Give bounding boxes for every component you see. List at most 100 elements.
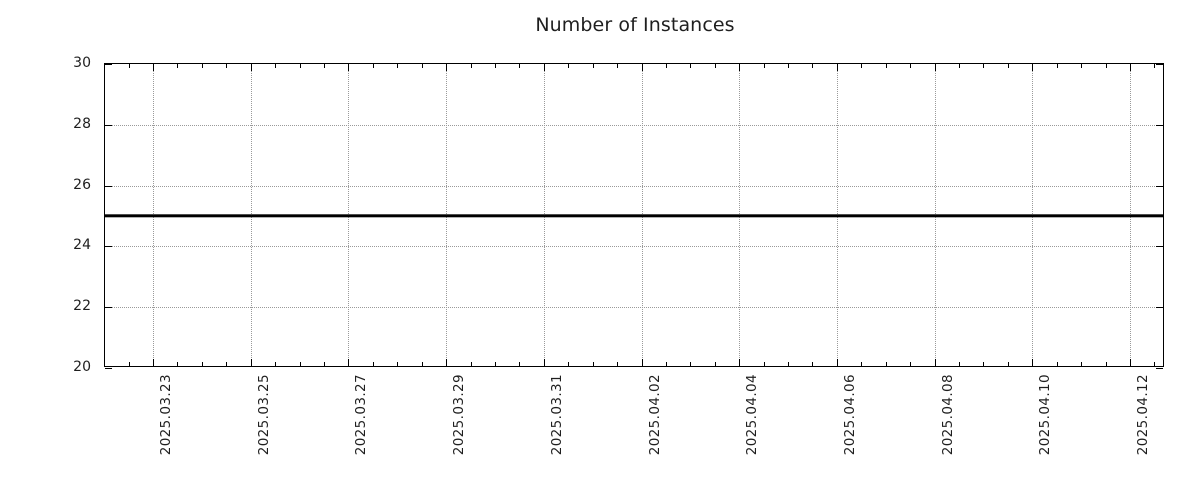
x-tick-label: 2025.04.08 (939, 374, 956, 456)
y-tick-label: 20 (73, 359, 91, 375)
x-tick-minor-top (226, 64, 228, 68)
x-tick-minor-top (714, 64, 716, 68)
x-tick-label: 2025.03.27 (353, 374, 370, 456)
x-tick-minor (201, 362, 203, 366)
gridline-horizontal (105, 124, 1163, 126)
x-tick-label: 2025.03.31 (548, 374, 565, 456)
y-tick-major (105, 64, 112, 65)
x-tick-major (348, 359, 350, 366)
gridline-horizontal (105, 307, 1163, 309)
x-tick-minor-top (1105, 64, 1107, 68)
x-tick-minor (470, 362, 472, 366)
x-tick-minor (690, 362, 692, 366)
x-tick-minor (1056, 362, 1058, 366)
x-tick-minor (714, 362, 716, 366)
x-tick-major-top (836, 64, 838, 71)
series-line-number-of-instances (105, 214, 1163, 218)
x-tick-label: 2025.03.25 (255, 374, 272, 456)
x-tick-label: 2025.04.12 (1135, 374, 1151, 456)
x-tick-minor (763, 362, 765, 366)
x-tick-major (153, 359, 154, 366)
x-tick-minor-top (788, 64, 790, 68)
x-tick-minor-top (861, 64, 863, 68)
x-tick-minor (568, 362, 570, 366)
x-tick-label: 2025.03.23 (158, 374, 174, 456)
x-tick-major (934, 359, 936, 366)
y-tick-major (105, 368, 112, 369)
x-tick-major-top (153, 64, 154, 71)
x-tick-minor-top (275, 64, 277, 68)
x-tick-minor (861, 362, 863, 366)
x-tick-major (543, 359, 545, 366)
x-tick-minor (959, 362, 961, 366)
x-tick-minor (372, 362, 374, 366)
x-tick-major-top (739, 64, 741, 71)
x-tick-minor-top (910, 64, 912, 68)
x-tick-minor (1007, 362, 1009, 366)
x-tick-label: 2025.04.02 (646, 374, 663, 456)
x-tick-minor-top (323, 64, 325, 68)
x-tick-minor-top (201, 64, 203, 68)
y-tick-major (105, 124, 112, 126)
x-tick-minor (128, 362, 130, 366)
x-tick-minor-top (983, 64, 985, 68)
y-tick-major (105, 307, 112, 309)
x-tick-minor (421, 362, 423, 366)
x-tick-major-top (641, 64, 643, 71)
x-tick-minor-top (568, 64, 570, 68)
x-tick-label: 2025.03.29 (451, 374, 468, 456)
x-tick-minor (494, 362, 496, 366)
x-tick-minor-top (421, 64, 423, 68)
y-tick-major-right (1156, 368, 1163, 369)
x-tick-minor-top (494, 64, 496, 68)
x-tick-minor-top (812, 64, 814, 68)
x-tick-label: 2025.04.10 (1037, 374, 1054, 456)
y-tick-label: 22 (73, 298, 91, 315)
y-tick-major (105, 246, 112, 248)
y-tick-major (105, 185, 112, 187)
x-tick-minor (323, 362, 325, 366)
x-tick-minor-top (1056, 64, 1058, 68)
y-tick-major-right (1156, 246, 1163, 248)
x-tick-minor (1105, 362, 1107, 366)
x-tick-minor-top (128, 64, 130, 68)
x-tick-minor-top (519, 64, 521, 68)
y-tick-major-right (1156, 124, 1163, 126)
x-tick-minor (592, 362, 594, 366)
x-tick-minor-top (885, 64, 887, 68)
x-tick-minor (665, 362, 667, 366)
y-tick-label: 30 (73, 55, 91, 71)
x-tick-minor (177, 362, 179, 366)
chart-title: Number of Instances (535, 14, 735, 36)
y-tick-major-right (1156, 185, 1163, 187)
gridline-horizontal (105, 185, 1163, 187)
x-tick-minor-top (763, 64, 765, 68)
x-tick-minor-top (397, 64, 399, 68)
x-tick-minor-top (1081, 64, 1083, 68)
x-tick-minor (226, 362, 228, 366)
y-tick-label: 26 (73, 176, 91, 193)
x-tick-minor-top (617, 64, 619, 68)
x-tick-major-top (1130, 64, 1131, 71)
x-tick-minor (812, 362, 814, 366)
x-tick-minor (983, 362, 985, 366)
x-tick-major (1032, 359, 1034, 366)
x-tick-major-top (446, 64, 448, 71)
x-tick-label: 2025.04.04 (744, 374, 761, 456)
x-tick-major-top (543, 64, 545, 71)
y-tick-label: 24 (73, 237, 91, 254)
y-tick-major-right (1156, 307, 1163, 309)
x-tick-minor (519, 362, 521, 366)
x-tick-minor-top (299, 64, 301, 68)
x-tick-major (739, 359, 741, 366)
x-tick-minor (275, 362, 277, 366)
gridline-horizontal (105, 246, 1163, 248)
x-tick-major-top (348, 64, 350, 71)
plot-area (104, 63, 1164, 369)
x-tick-major-top (934, 64, 936, 71)
x-tick-minor (397, 362, 399, 366)
x-tick-major (641, 359, 643, 366)
x-tick-major (1130, 359, 1131, 366)
x-tick-minor-top (1007, 64, 1009, 68)
